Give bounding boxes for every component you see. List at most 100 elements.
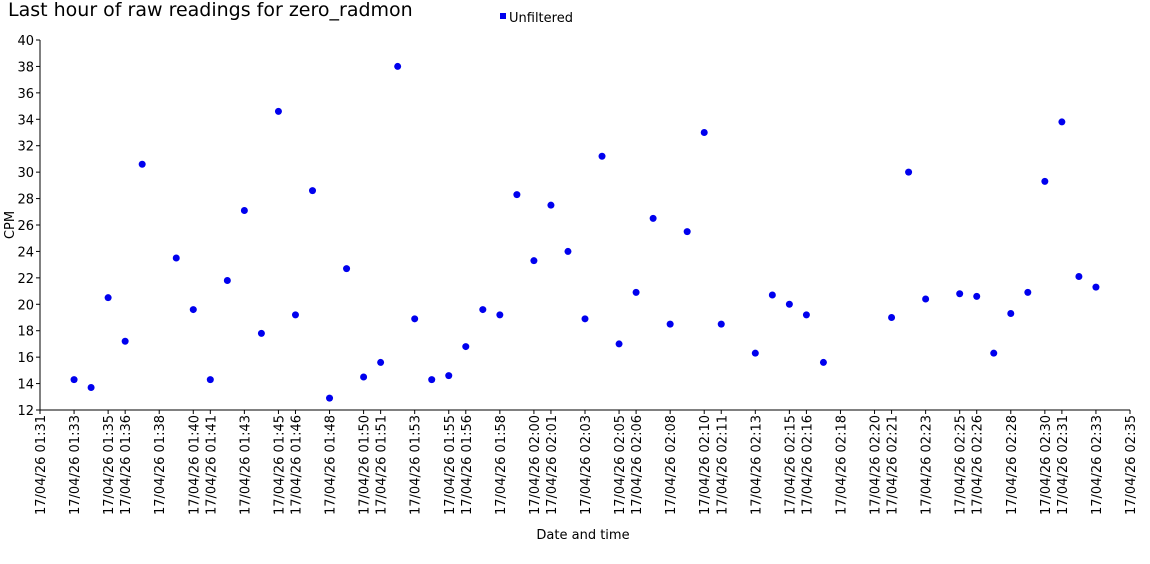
point [700, 129, 708, 136]
x-tick-label: 17/04/26 01:46 [289, 415, 304, 515]
y-tick-label: 12 [17, 404, 34, 419]
point [956, 290, 964, 298]
x-tick-label: 17/04/26 02:13 [749, 415, 764, 515]
point [1041, 177, 1049, 185]
point [751, 349, 759, 357]
x-tick-label: 17/04/26 01:51 [375, 415, 390, 515]
x-tick-label: 17/04/26 02:35 [1124, 415, 1139, 515]
point [206, 376, 214, 384]
y-tick-label: 40 [17, 34, 34, 49]
point [888, 314, 896, 321]
x-tick-label: 17/04/26 02:23 [920, 415, 935, 515]
point [326, 394, 334, 402]
x-tick-label: 17/04/26 02:18 [834, 415, 849, 515]
x-tick-label: 17/04/26 01:41 [204, 415, 219, 515]
point [479, 306, 487, 314]
y-tick-label: 16 [17, 351, 34, 366]
y-tick-label: 20 [17, 298, 34, 313]
point [291, 311, 299, 319]
x-tick-label: 17/04/26 02:33 [1090, 415, 1105, 515]
point [819, 358, 827, 366]
point [1058, 118, 1066, 126]
point [428, 376, 436, 384]
x-tick-label: 17/04/26 01:33 [68, 415, 83, 515]
point [513, 191, 521, 199]
x-tick-label: 17/04/26 01:31 [34, 415, 49, 515]
point [104, 294, 112, 302]
legend-label: Unfiltered [509, 11, 573, 26]
x-tick-label: 17/04/26 02:30 [1039, 415, 1054, 515]
x-tick-label: 17/04/26 01:36 [119, 415, 134, 515]
point [922, 295, 930, 303]
x-tick-label: 17/04/26 02:21 [886, 415, 901, 515]
point [666, 320, 674, 328]
point [189, 306, 197, 314]
point [87, 384, 95, 392]
y-tick-label: 26 [17, 219, 34, 234]
point [223, 277, 231, 284]
point [547, 201, 555, 209]
point [309, 187, 316, 195]
point [717, 320, 725, 328]
x-tick-label: 17/04/26 01:50 [358, 415, 373, 515]
x-tick-label: 17/04/26 02:03 [579, 415, 594, 515]
y-tick-label: 30 [17, 166, 34, 181]
x-tick-label: 17/04/26 01:53 [409, 415, 424, 515]
x-tick-label: 17/04/26 01:45 [272, 415, 287, 515]
point [615, 340, 623, 348]
point [138, 160, 146, 168]
point [360, 373, 368, 381]
x-tick-label: 17/04/26 02:26 [971, 415, 986, 515]
point [257, 329, 265, 337]
point [240, 206, 248, 214]
x-tick-label: 17/04/26 02:31 [1056, 415, 1071, 515]
point [802, 311, 810, 319]
x-axis-label: Date and time [536, 528, 629, 543]
point [1092, 283, 1100, 291]
x-tick-label: 17/04/26 01:56 [460, 415, 475, 515]
x-tick-label: 17/04/26 01:58 [494, 415, 509, 515]
x-tick-label: 17/04/26 02:00 [528, 415, 543, 515]
point [394, 62, 402, 70]
point [1007, 310, 1015, 318]
point [1075, 273, 1083, 281]
x-tick-label: 17/04/26 01:48 [324, 415, 339, 515]
point [973, 292, 981, 300]
y-tick-label: 36 [17, 87, 34, 102]
y-tick-label: 24 [17, 245, 34, 260]
x-tick-label: 17/04/26 02:16 [800, 415, 815, 515]
point [785, 300, 793, 308]
point [1024, 288, 1032, 296]
y-tick-label: 18 [17, 325, 34, 340]
x-tick-label: 17/04/26 01:43 [238, 415, 253, 515]
point [649, 214, 657, 222]
y-tick-label: 28 [17, 193, 34, 208]
point [411, 315, 419, 323]
point [768, 291, 776, 299]
point [70, 376, 78, 384]
point [462, 343, 470, 351]
x-tick-label: 17/04/26 02:10 [698, 415, 713, 515]
point [121, 337, 129, 345]
point [581, 315, 589, 323]
x-tick-label: 17/04/26 01:55 [443, 415, 458, 515]
x-tick-label: 17/04/26 02:05 [613, 415, 628, 515]
y-axis-label: CPM [3, 211, 18, 239]
x-tick-label: 17/04/26 01:40 [187, 415, 202, 515]
point [990, 349, 998, 357]
x-tick-label: 17/04/26 02:06 [630, 415, 645, 515]
y-tick-label: 22 [17, 272, 34, 287]
point [274, 107, 282, 115]
x-tick-label: 17/04/26 01:38 [153, 415, 168, 515]
point [564, 247, 572, 255]
point [445, 372, 453, 380]
point [905, 168, 913, 176]
point [377, 358, 385, 366]
x-tick-label: 17/04/26 02:11 [715, 415, 730, 515]
point [598, 152, 606, 160]
x-tick-label: 17/04/26 02:01 [545, 415, 560, 515]
x-tick-label: 17/04/26 02:28 [1005, 415, 1020, 515]
point [172, 254, 180, 262]
x-tick-label: 17/04/26 02:15 [783, 415, 798, 515]
